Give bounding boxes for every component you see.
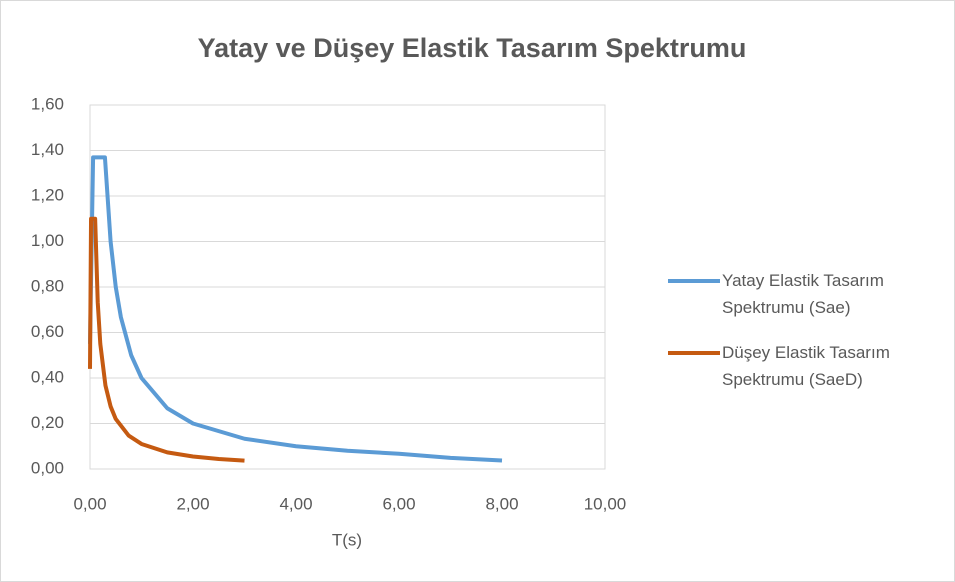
x-tick-label: 4,00 <box>279 494 312 513</box>
series-line <box>88 155 503 463</box>
y-tick-label: 0,20 <box>31 413 64 432</box>
series-line <box>88 216 245 463</box>
x-tick-label: 6,00 <box>382 494 415 513</box>
chart-title: Yatay ve Düşey Elastik Tasarım Spektrumu <box>198 33 747 63</box>
x-tick-label: 0,00 <box>73 494 106 513</box>
y-tick-label: 1,60 <box>31 94 64 113</box>
y-tick-label: 1,40 <box>31 140 64 159</box>
y-tick-label: 1,00 <box>31 231 64 250</box>
y-tick-label: 0,00 <box>31 458 64 477</box>
y-tick-label: 0,80 <box>31 276 64 295</box>
x-tick-label: 10,00 <box>584 494 627 513</box>
x-tick-label: 8,00 <box>485 494 518 513</box>
x-axis-label: T(s) <box>332 530 362 549</box>
y-tick-label: 0,60 <box>31 322 64 341</box>
y-tick-label: 0,40 <box>31 367 64 386</box>
x-tick-label: 2,00 <box>176 494 209 513</box>
legend-label: Düşey Elastik Tasarım Spektrumu (SaeD) <box>722 343 890 389</box>
legend-label: Yatay Elastik Tasarım Spektrumu (Sae) <box>722 271 884 317</box>
y-tick-label: 1,20 <box>31 185 64 204</box>
